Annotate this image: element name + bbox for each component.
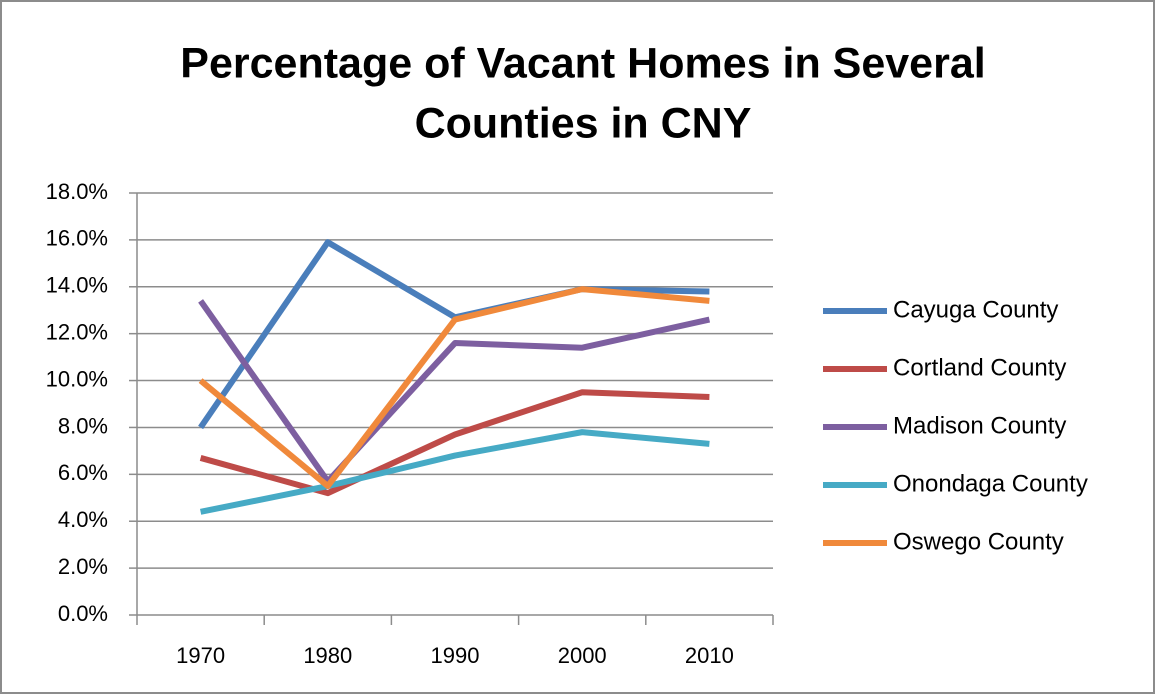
x-tick-label: 2000	[558, 643, 607, 668]
y-tick-label: 10.0%	[46, 366, 108, 391]
x-tick-label: 1980	[303, 643, 352, 668]
y-tick-label: 6.0%	[58, 460, 108, 485]
y-tick-label: 2.0%	[58, 554, 108, 579]
x-tick-label: 2010	[685, 643, 734, 668]
y-tick-label: 16.0%	[46, 226, 108, 251]
y-tick-label: 4.0%	[58, 507, 108, 532]
legend-label: Cortland County	[893, 354, 1066, 381]
y-tick-label: 0.0%	[58, 601, 108, 626]
x-tick-label: 1970	[176, 643, 225, 668]
y-tick-label: 18.0%	[46, 179, 108, 204]
series-line	[198, 286, 710, 490]
y-tick-label: 14.0%	[46, 273, 108, 298]
series-line	[199, 389, 710, 497]
legend-label: Oswego County	[893, 528, 1064, 555]
y-tick-label: 12.0%	[46, 319, 108, 344]
legend-label: Onondaga County	[893, 470, 1088, 497]
series-line	[200, 429, 710, 515]
chart-title: Percentage of Vacant Homes in Several	[180, 39, 985, 87]
legend-label: Madison County	[893, 412, 1066, 439]
legend-label: Cayuga County	[893, 296, 1058, 323]
series-line	[198, 299, 711, 485]
y-tick-label: 8.0%	[58, 413, 108, 438]
x-tick-label: 1990	[431, 643, 480, 668]
chart-title: Counties in CNY	[415, 99, 752, 147]
